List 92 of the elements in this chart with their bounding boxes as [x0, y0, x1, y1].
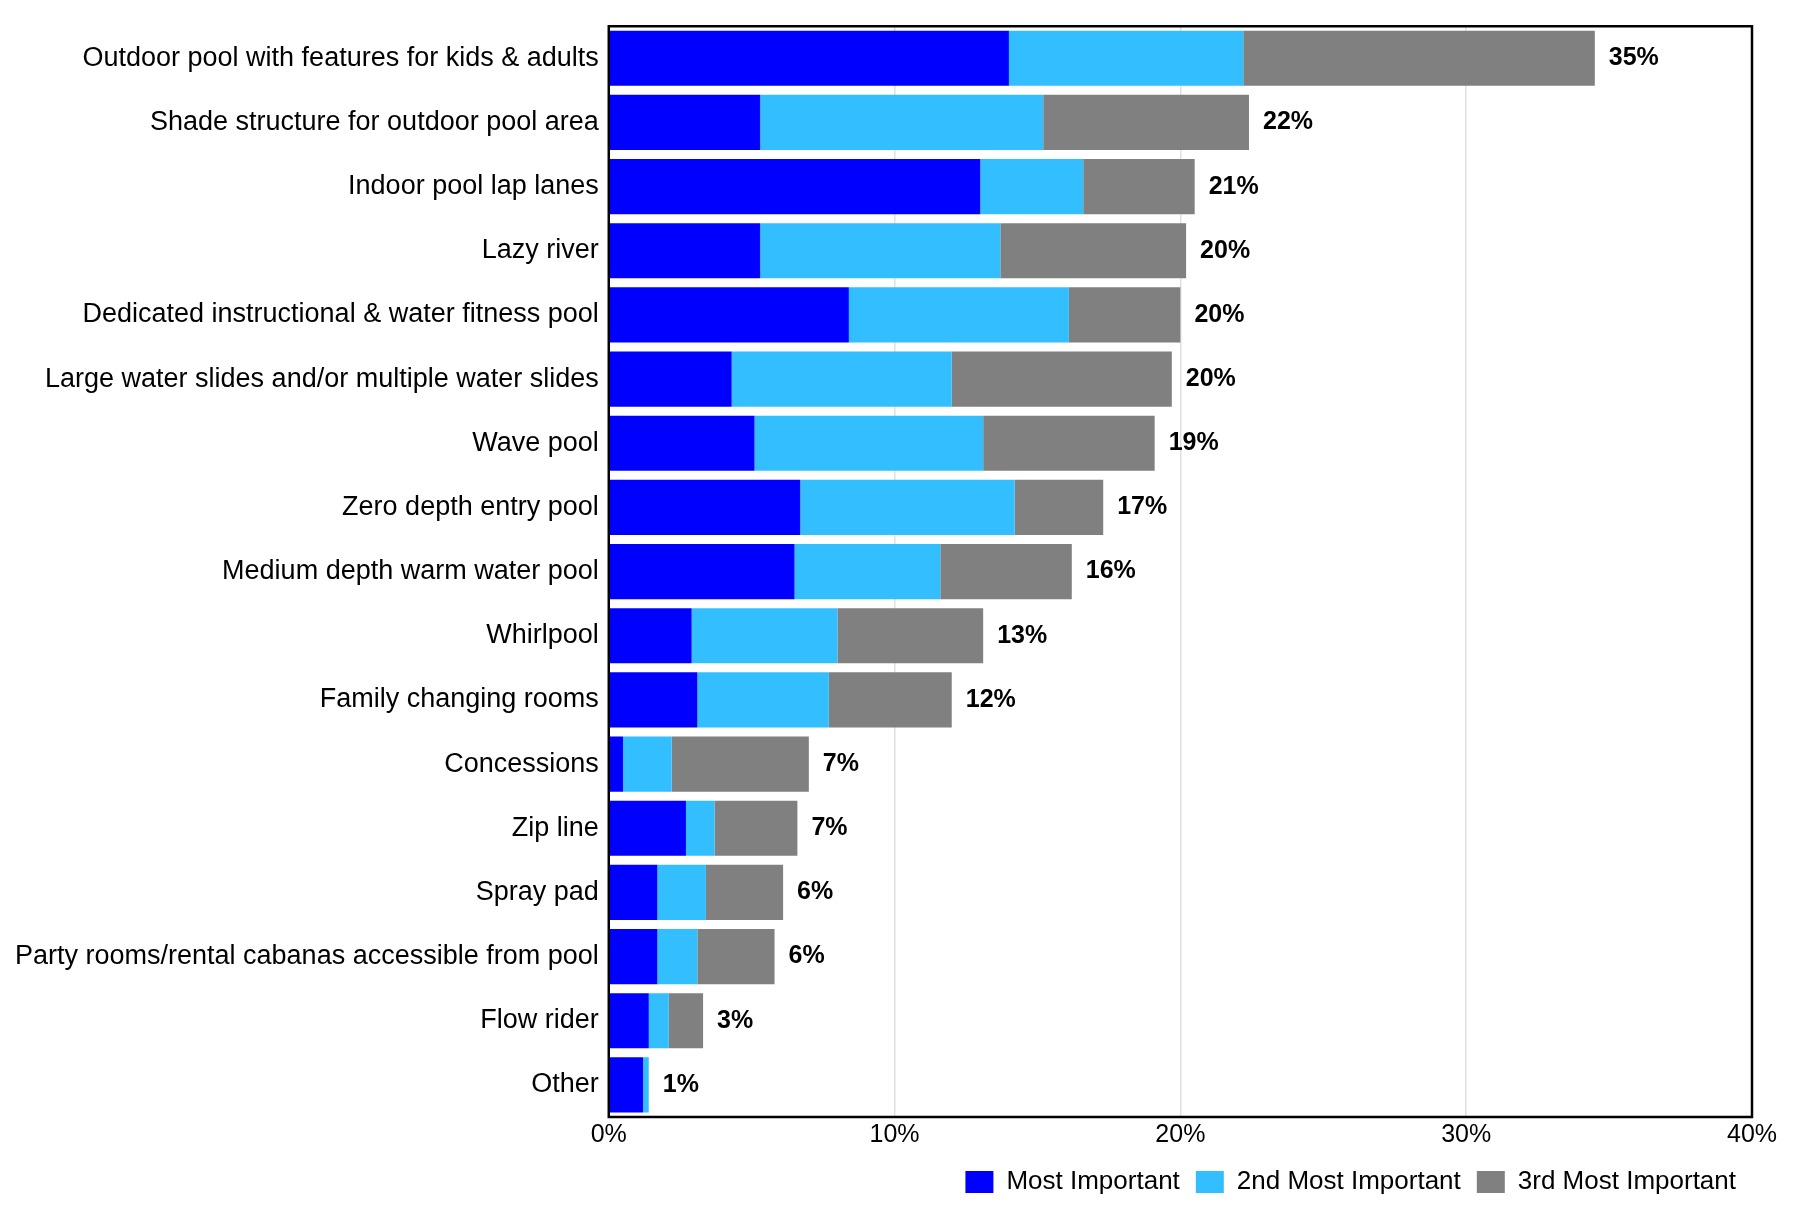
- bar: [609, 608, 692, 664]
- total-label: 6%: [788, 940, 825, 969]
- y-tick-label: Spray pad: [475, 875, 599, 906]
- bar: [609, 800, 686, 856]
- bar: [609, 544, 795, 600]
- bar: [1014, 479, 1104, 536]
- total-label: 13%: [997, 619, 1048, 648]
- bar: [648, 993, 669, 1049]
- bar: [760, 94, 1044, 151]
- y-tick-label: Indoor pool lap lanes: [348, 170, 599, 201]
- bar: [794, 544, 941, 600]
- y-tick-label: Zero depth entry pool: [342, 490, 599, 521]
- total-label: 6%: [797, 876, 834, 905]
- total-label: 22%: [1262, 106, 1314, 135]
- y-tick-label: Wave pool: [472, 426, 599, 457]
- legend-label: 2nd Most Important: [1236, 1165, 1462, 1196]
- bar: [609, 929, 658, 985]
- x-tick-label: 0%: [590, 1118, 627, 1147]
- bar: [1243, 30, 1595, 86]
- bar: [609, 864, 658, 921]
- y-tick-label: Lazy river: [481, 234, 599, 265]
- total-label: 12%: [965, 683, 1016, 712]
- total-label: 1%: [662, 1068, 699, 1097]
- bar: [609, 672, 698, 728]
- y-tick-label: Medium depth warm water pool: [222, 555, 599, 586]
- total-label: 16%: [1085, 555, 1136, 584]
- total-label: 20%: [1185, 363, 1236, 391]
- bar: [940, 544, 1072, 600]
- bar: [609, 479, 801, 536]
- total-label: 7%: [822, 747, 859, 776]
- bar: [609, 287, 849, 343]
- bar: [980, 159, 1084, 215]
- bar: [1068, 287, 1181, 343]
- bar: [609, 30, 1009, 86]
- bar: [609, 351, 732, 407]
- bar: [714, 800, 798, 856]
- x-tick-label: 30%: [1441, 1118, 1492, 1147]
- legend-label: Most Important: [1006, 1165, 1181, 1196]
- y-tick-label: Concessions: [444, 747, 599, 778]
- bar: [609, 94, 761, 151]
- bar: [1008, 30, 1244, 86]
- bar: [731, 351, 952, 407]
- bar: [828, 672, 952, 728]
- bar: [685, 800, 715, 856]
- bar: [609, 223, 761, 279]
- bar: [983, 415, 1155, 471]
- bar: [697, 929, 775, 985]
- bar: [609, 1057, 644, 1113]
- bar: [1083, 159, 1195, 215]
- y-tick-label: Flow rider: [480, 1004, 599, 1035]
- x-tick-label: 40%: [1726, 1118, 1778, 1147]
- y-tick-label: Zip line: [511, 811, 599, 842]
- total-label: 19%: [1168, 427, 1219, 456]
- y-tick-label: Family changing rooms: [319, 683, 599, 714]
- bar: [951, 351, 1172, 407]
- total-label: 35%: [1608, 42, 1659, 71]
- bar: [697, 672, 829, 728]
- bar: [671, 736, 809, 792]
- x-tick-label: 10%: [869, 1118, 920, 1147]
- bar: [800, 479, 1015, 536]
- bar: [668, 993, 704, 1049]
- total-label: 3%: [717, 1004, 754, 1033]
- y-tick-label: Large water slides and/or multiple water slides: [45, 362, 599, 393]
- y-tick-label: Whirlpool: [486, 619, 599, 650]
- total-label: 17%: [1117, 491, 1168, 520]
- y-tick-label: Party rooms/rental cabanas accessible from pool: [14, 940, 599, 971]
- bar: [760, 223, 1001, 279]
- bar: [657, 929, 698, 985]
- legend-label: 3rd Most Important: [1517, 1165, 1737, 1196]
- total-label: 20%: [1194, 298, 1245, 327]
- y-tick-label: Other: [531, 1068, 599, 1099]
- total-label: 7%: [811, 812, 848, 841]
- x-tick-label: 20%: [1155, 1118, 1206, 1147]
- bar: [754, 415, 984, 471]
- bar: [609, 159, 981, 215]
- bar: [657, 864, 706, 921]
- y-tick-label: Dedicated instructional & water fitness pool: [82, 298, 599, 329]
- total-label: 20%: [1200, 234, 1251, 263]
- y-tick-label: Outdoor pool with features for kids & adults: [82, 41, 599, 72]
- bar: [623, 736, 672, 792]
- y-tick-label: Shade structure for outdoor pool area: [149, 105, 600, 136]
- bar: [1000, 223, 1187, 279]
- total-label: 21%: [1208, 170, 1259, 199]
- bar: [643, 1057, 649, 1113]
- bar: [837, 608, 984, 664]
- bar: [848, 287, 1069, 343]
- bar: [609, 415, 755, 471]
- bar: [1043, 94, 1249, 151]
- bar: [691, 608, 838, 664]
- bar: [705, 864, 784, 921]
- bar: [609, 993, 649, 1049]
- bar: [609, 736, 624, 792]
